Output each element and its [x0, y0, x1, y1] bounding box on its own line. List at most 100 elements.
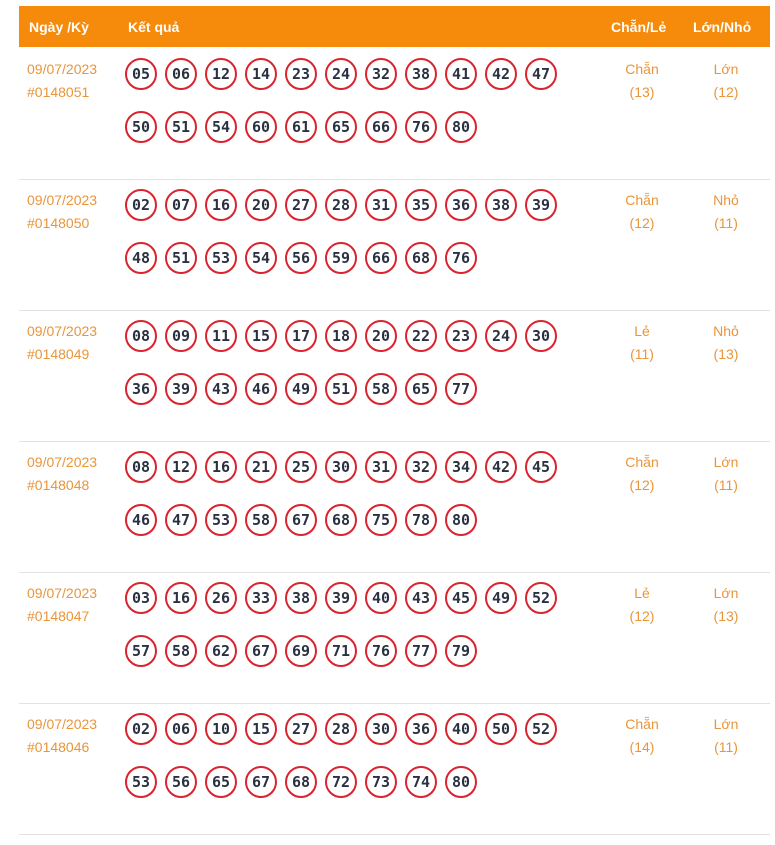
result-balls: 08 09 11 15 17 18 20 22 23 24 30 36 39 43 46 49 51 58 65 77	[125, 320, 565, 405]
number-ball: 65	[325, 111, 357, 143]
number-ball: 16	[205, 451, 237, 483]
number-ball: 50	[125, 111, 157, 143]
number-ball: 38	[285, 582, 317, 614]
number-ball: 66	[365, 242, 397, 274]
number-ball: 11	[205, 320, 237, 352]
number-ball: 54	[205, 111, 237, 143]
number-ball: 31	[365, 451, 397, 483]
number-ball: 80	[445, 766, 477, 798]
result-balls: 03 16 26 33 38 39 40 43 45 49 52 57 58 62 67 69 71 76 77 79	[125, 582, 565, 667]
size-label: Nhỏ	[713, 323, 739, 339]
number-ball: 28	[325, 713, 357, 745]
number-ball: 33	[245, 582, 277, 614]
number-ball: 27	[285, 189, 317, 221]
results-table-header: Ngày /Kỳ Kết quả Chẵn/Lẻ Lớn/Nhỏ	[19, 6, 770, 47]
draw-number: #0148050	[27, 215, 90, 231]
number-ball: 53	[125, 766, 157, 798]
number-ball: 67	[285, 504, 317, 536]
parity-label: Lẻ	[634, 323, 650, 339]
number-ball: 53	[205, 242, 237, 274]
number-ball: 34	[445, 451, 477, 483]
size-count: (12)	[713, 84, 739, 100]
size-count: (13)	[713, 608, 739, 624]
draw-date: 09/07/2023	[27, 585, 98, 601]
number-ball: 58	[245, 504, 277, 536]
number-ball: 36	[125, 373, 157, 405]
number-ball: 28	[325, 189, 357, 221]
parity-count: (11)	[630, 346, 654, 362]
number-ball: 38	[485, 189, 517, 221]
number-ball: 73	[365, 766, 397, 798]
number-ball: 41	[445, 58, 477, 90]
draw-date: 09/07/2023	[27, 61, 98, 77]
number-ball: 09	[165, 320, 197, 352]
number-ball: 12	[165, 451, 197, 483]
parity-label: Lẻ	[634, 585, 650, 601]
number-ball: 36	[405, 713, 437, 745]
number-ball: 67	[245, 635, 277, 667]
number-ball: 58	[165, 635, 197, 667]
column-header-parity: Chẵn/Lẻ	[611, 19, 667, 35]
number-ball: 16	[165, 582, 197, 614]
number-ball: 14	[245, 58, 277, 90]
top-edge	[0, 0, 775, 6]
parity-label: Chẵn	[625, 454, 659, 470]
number-ball: 53	[205, 504, 237, 536]
number-ball: 05	[125, 58, 157, 90]
number-ball: 15	[245, 713, 277, 745]
number-ball: 38	[405, 58, 437, 90]
table-row: 09/07/2023 #0148051 05 06 12 14 23 24 32 38 41 42 47…	[19, 48, 770, 180]
size-label: Lớn	[713, 454, 739, 470]
number-ball: 76	[445, 242, 477, 274]
number-ball: 62	[205, 635, 237, 667]
draw-number: #0148048	[27, 477, 90, 493]
number-ball: 43	[405, 582, 437, 614]
number-ball: 25	[285, 451, 317, 483]
number-ball: 24	[485, 320, 517, 352]
number-ball: 17	[285, 320, 317, 352]
number-ball: 49	[485, 582, 517, 614]
number-ball: 07	[165, 189, 197, 221]
number-ball: 56	[285, 242, 317, 274]
number-ball: 51	[165, 242, 197, 274]
parity-count: (13)	[629, 84, 655, 100]
number-ball: 68	[405, 242, 437, 274]
number-ball: 18	[325, 320, 357, 352]
number-ball: 56	[165, 766, 197, 798]
number-ball: 42	[485, 58, 517, 90]
number-ball: 20	[365, 320, 397, 352]
parity-count: (12)	[629, 477, 655, 493]
number-ball: 21	[245, 451, 277, 483]
size-count: (11)	[714, 215, 738, 231]
number-ball: 60	[245, 111, 277, 143]
number-ball: 49	[285, 373, 317, 405]
parity-label: Chẵn	[625, 192, 659, 208]
number-ball: 30	[365, 713, 397, 745]
number-ball: 72	[325, 766, 357, 798]
number-ball: 65	[205, 766, 237, 798]
number-ball: 15	[245, 320, 277, 352]
number-ball: 52	[525, 582, 557, 614]
size-count: (13)	[713, 346, 739, 362]
number-ball: 48	[125, 242, 157, 274]
number-ball: 80	[445, 111, 477, 143]
size-label: Lớn	[713, 585, 739, 601]
number-ball: 23	[445, 320, 477, 352]
number-ball: 23	[285, 58, 317, 90]
size-count: (11)	[714, 739, 738, 755]
number-ball: 68	[325, 504, 357, 536]
number-ball: 57	[125, 635, 157, 667]
number-ball: 58	[365, 373, 397, 405]
number-ball: 27	[285, 713, 317, 745]
number-ball: 20	[245, 189, 277, 221]
number-ball: 51	[165, 111, 197, 143]
result-balls: 02 06 10 15 27 28 30 36 40 50 52 53 56 65 67 68 72 73 74 80	[125, 713, 565, 798]
number-ball: 50	[485, 713, 517, 745]
table-row: 09/07/2023 #0148049 08 09 11 15 17 18 20 22 23 24 30…	[19, 310, 770, 442]
number-ball: 77	[445, 373, 477, 405]
number-ball: 24	[325, 58, 357, 90]
draw-number: #0148051	[27, 84, 90, 100]
column-header-date: Ngày /Kỳ	[29, 19, 89, 35]
draw-number: #0148047	[27, 608, 90, 624]
number-ball: 39	[325, 582, 357, 614]
